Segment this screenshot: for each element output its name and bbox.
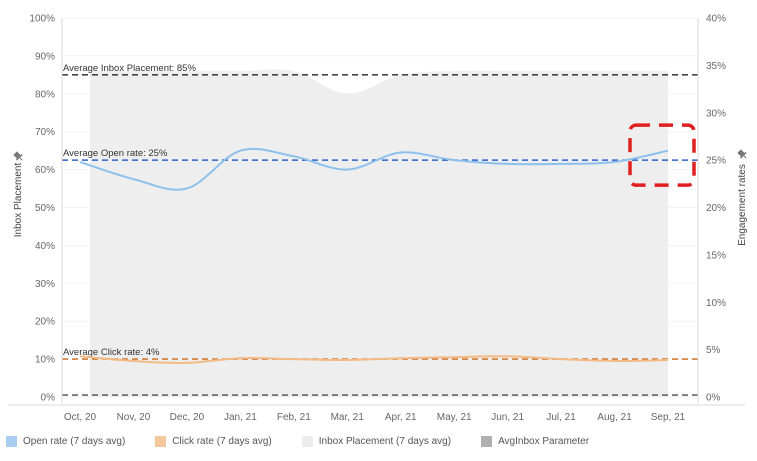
x-tick: Jul, 21 [546, 412, 576, 423]
x-tick: Aug, 21 [597, 412, 632, 423]
chart: Average Inbox Placement: 85% Average Open… [8, 14, 749, 423]
y-tick-left: 70% [35, 127, 55, 138]
x-tick: Mar, 21 [331, 412, 365, 423]
axes: 0% 10% 20% 30% 40% 50% 60% 70% 80% 90% 100% 0% 5% 10%… [8, 14, 745, 423]
y-tick-right: 0% [706, 393, 721, 404]
pin-needle [743, 155, 747, 159]
y-tick-left: 0% [41, 393, 56, 404]
pin-needle [19, 157, 23, 161]
y-tick-left: 90% [35, 51, 55, 62]
inbox-placement-area [90, 69, 668, 398]
open-rate-line [79, 147, 669, 191]
y-tick-left: 80% [35, 89, 55, 100]
reference-line-label: Average Click rate: 4% [63, 347, 160, 358]
y-tick-right: 30% [706, 108, 726, 119]
x-tick: Feb, 21 [277, 412, 311, 423]
legend-swatch [481, 435, 493, 447]
legend-label: Open rate (7 days avg) [23, 435, 126, 447]
y-tick-right: 20% [706, 203, 726, 214]
y-tick-left: 10% [35, 355, 55, 366]
y-tick-right: 10% [706, 298, 726, 309]
legend-swatch [155, 435, 167, 447]
legend-swatch [6, 435, 17, 447]
y-tick-left: 20% [35, 317, 55, 328]
legend-swatch [301, 435, 313, 447]
y-tick-right: 5% [706, 345, 721, 356]
y-tick-right: 40% [706, 14, 726, 25]
x-tick: Jan, 21 [224, 412, 257, 423]
legend-item-inbox-placement[interactable]: Inbox Placement (7 days avg) [301, 435, 452, 447]
y-tick-left: 50% [35, 203, 55, 214]
legend-label: Inbox Placement (7 days avg) [318, 435, 452, 447]
y-tick-right: 15% [706, 250, 726, 261]
y-tick-left: 40% [35, 241, 55, 252]
x-tick: Jun, 21 [491, 412, 524, 423]
legend-item-open-rate[interactable]: Open rate (7 days avg) [6, 435, 126, 447]
x-tick: May, 21 [437, 412, 472, 423]
pin-base [15, 153, 23, 161]
pin-icon[interactable] [736, 148, 749, 161]
y-tick-right: 25% [706, 156, 726, 167]
reference-line-label: Average Inbox Placement: 85% [63, 63, 196, 74]
y-tick-left: 30% [35, 279, 55, 290]
pin-base [739, 151, 747, 159]
x-tick: Nov, 20 [117, 412, 151, 423]
x-tick: Dec, 20 [170, 412, 205, 423]
y-tick-left: 100% [29, 14, 55, 25]
legend-item-avg-inbox-parameter[interactable]: AvgInbox Parameter [481, 435, 590, 447]
click-rate-line [79, 355, 669, 365]
x-tick: Sep, 21 [651, 412, 686, 423]
reference-lines: Average Inbox Placement: 85% Average Open… [62, 63, 698, 396]
y-axis-left-title: Inbox Placement [13, 163, 24, 238]
pin-icon[interactable] [12, 150, 25, 163]
legend-label: Click rate (7 days avg) [172, 435, 272, 447]
y-tick-left: 60% [35, 165, 55, 176]
highlight-box [628, 123, 696, 187]
legend: Open rate (7 days avg) Click rate (7 day… [6, 433, 619, 449]
legend-label: AvgInbox Parameter [498, 435, 590, 447]
x-tick: Apr, 21 [385, 412, 417, 423]
x-tick: Oct, 20 [64, 412, 97, 423]
y-axis-right-title: Engagement rates [737, 164, 748, 246]
legend-item-click-rate[interactable]: Click rate (7 days avg) [155, 435, 272, 447]
y-tick-right: 35% [706, 61, 726, 72]
reference-line-label: Average Open rate: 25% [63, 148, 168, 159]
